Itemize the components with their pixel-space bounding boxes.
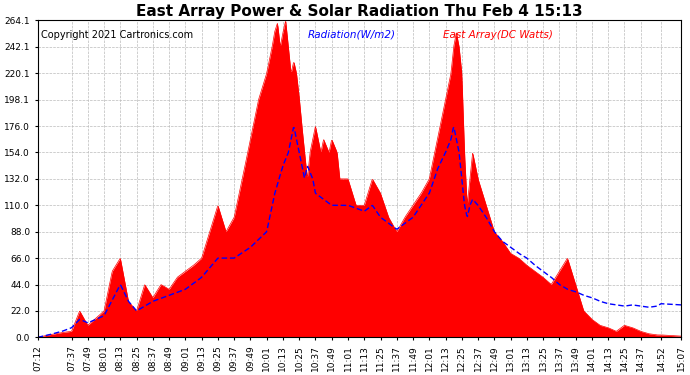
Title: East Array Power & Solar Radiation Thu Feb 4 15:13: East Array Power & Solar Radiation Thu F… bbox=[136, 4, 583, 19]
Text: Copyright 2021 Cartronics.com: Copyright 2021 Cartronics.com bbox=[41, 30, 193, 40]
Text: East Array(DC Watts): East Array(DC Watts) bbox=[443, 30, 553, 40]
Text: Radiation(W/m2): Radiation(W/m2) bbox=[308, 30, 396, 40]
